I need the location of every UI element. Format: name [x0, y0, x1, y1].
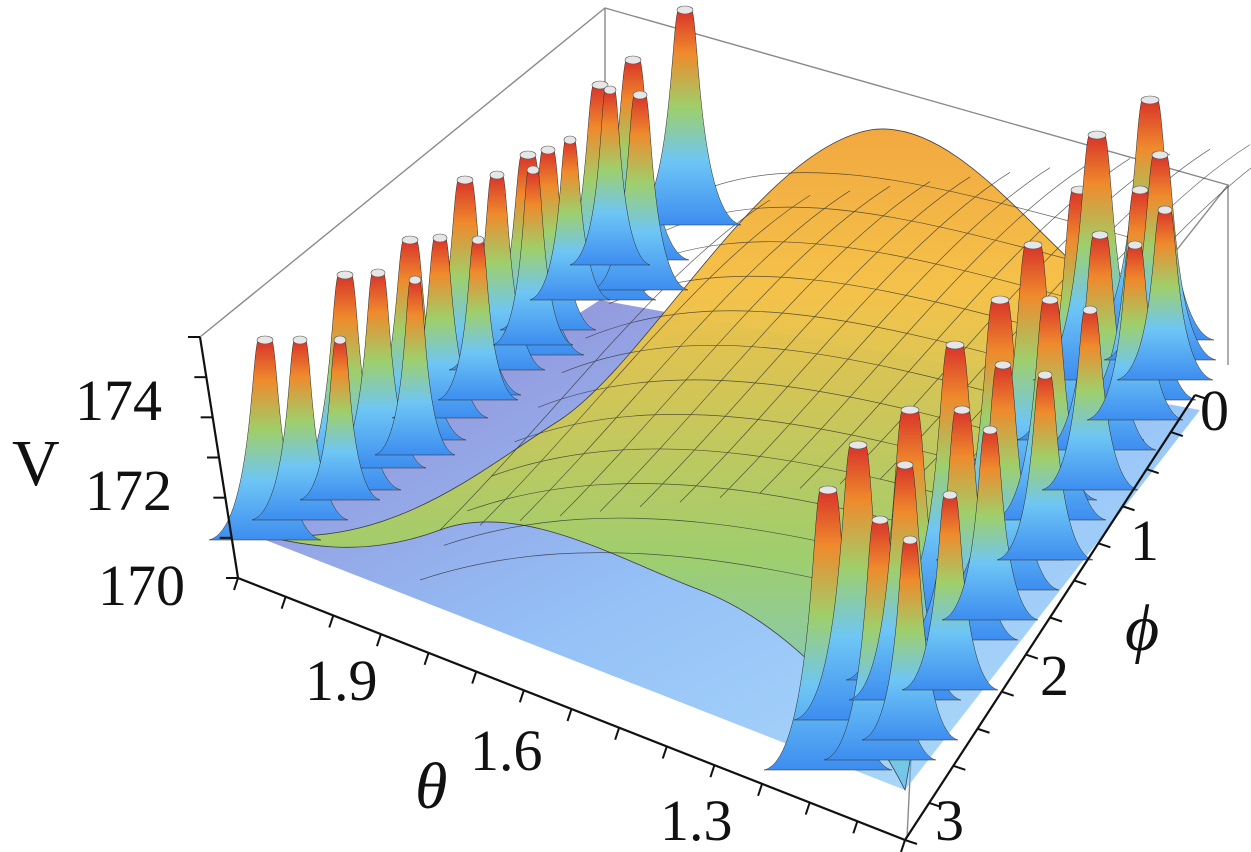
- mesh-line: [439, 199, 771, 531]
- y-tick-label: 2: [1040, 643, 1069, 708]
- y-tick-label: 1: [1130, 508, 1159, 573]
- spike: [529, 135, 611, 301]
- mesh-line: [719, 167, 1051, 498]
- spike: [861, 535, 959, 741]
- axis-tick: [1098, 542, 1111, 549]
- x-tick-label: 1.6: [470, 718, 543, 783]
- spike: [299, 335, 381, 501]
- mesh-line: [559, 185, 891, 517]
- spike: [996, 370, 1094, 561]
- x-tick-label: 1.9: [305, 648, 378, 713]
- axis-tick: [1025, 653, 1039, 660]
- spike: [437, 235, 519, 401]
- z-axis-label: V: [12, 427, 60, 500]
- z-tick-label: 174: [75, 368, 162, 433]
- spike: [628, 5, 742, 226]
- axis-ticks: [188, 336, 1208, 852]
- axis-tick: [852, 820, 859, 834]
- axis-tick: [1001, 690, 1014, 697]
- y-tick-label: 3: [935, 788, 964, 852]
- spike: [492, 165, 574, 346]
- spike: [1041, 305, 1139, 491]
- axis-tick: [1049, 616, 1063, 623]
- axis-tick: [904, 839, 918, 845]
- spike: [901, 490, 999, 691]
- axis-tick: [977, 727, 990, 734]
- spike-group: [208, 5, 1217, 771]
- spike: [569, 85, 651, 266]
- z-tick-label: 170: [98, 553, 185, 618]
- axis-tick: [280, 596, 287, 610]
- axis-tick: [900, 839, 906, 852]
- axis-tick: [614, 727, 621, 741]
- z-tick-label: 172: [85, 458, 172, 523]
- axis-tick: [1146, 468, 1159, 475]
- x-tick-label: 1.3: [660, 788, 733, 852]
- y-axis-label: ϕ: [1125, 592, 1159, 665]
- mesh-line: [538, 379, 1053, 448]
- x-axis-label: θ: [415, 750, 447, 823]
- mesh-line: [759, 162, 1091, 494]
- axis-tick: [518, 689, 525, 703]
- axis-tick: [757, 783, 764, 797]
- axis-tick: [566, 708, 573, 722]
- mesh-line: [639, 176, 971, 508]
- spike: [1086, 240, 1184, 421]
- axis-tick: [1122, 505, 1135, 512]
- spike: [374, 275, 456, 456]
- axis-tick: [423, 652, 430, 666]
- axis-tick: [928, 801, 942, 808]
- spike: [1116, 205, 1214, 381]
- mesh-line: [679, 172, 1141, 241]
- axis-tick: [233, 577, 239, 591]
- axis-tick: [1170, 431, 1184, 438]
- axis-tick: [709, 764, 716, 778]
- axis-tick: [661, 746, 668, 759]
- y-tick-label: 0: [1200, 378, 1229, 443]
- spike: [941, 425, 1039, 621]
- axis-tick: [328, 615, 335, 628]
- axis-tick: [953, 764, 966, 771]
- mesh-line: [479, 195, 811, 526]
- axis-tick: [1194, 394, 1208, 400]
- axis-tick: [804, 802, 811, 815]
- mesh-line: [519, 190, 851, 522]
- axis-tick: [375, 633, 382, 647]
- mesh-line: [599, 181, 931, 512]
- axis-tick: [471, 671, 478, 684]
- axis-tick: [1073, 579, 1087, 586]
